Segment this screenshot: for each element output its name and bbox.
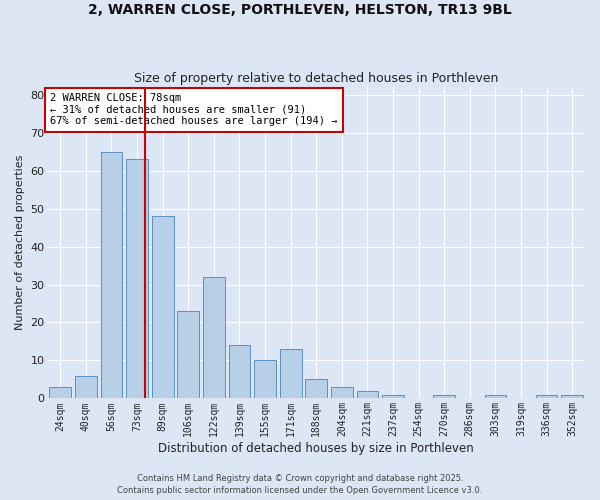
- Bar: [178, 311, 199, 398]
- Title: Size of property relative to detached houses in Porthleven: Size of property relative to detached ho…: [134, 72, 499, 85]
- Bar: [356, 391, 379, 398]
- Bar: [433, 394, 455, 398]
- Bar: [382, 394, 404, 398]
- Bar: [75, 376, 97, 398]
- Bar: [203, 277, 225, 398]
- X-axis label: Distribution of detached houses by size in Porthleven: Distribution of detached houses by size …: [158, 442, 474, 455]
- Bar: [101, 152, 122, 398]
- Bar: [229, 346, 250, 399]
- Bar: [254, 360, 276, 399]
- Bar: [331, 387, 353, 398]
- Bar: [305, 380, 327, 398]
- Bar: [562, 394, 583, 398]
- Bar: [152, 216, 173, 398]
- Y-axis label: Number of detached properties: Number of detached properties: [15, 155, 25, 330]
- Text: 2, WARREN CLOSE, PORTHLEVEN, HELSTON, TR13 9BL: 2, WARREN CLOSE, PORTHLEVEN, HELSTON, TR…: [88, 2, 512, 16]
- Bar: [536, 394, 557, 398]
- Bar: [126, 159, 148, 398]
- Text: 2 WARREN CLOSE: 78sqm
← 31% of detached houses are smaller (91)
67% of semi-deta: 2 WARREN CLOSE: 78sqm ← 31% of detached …: [50, 94, 338, 126]
- Bar: [280, 349, 302, 399]
- Text: Contains HM Land Registry data © Crown copyright and database right 2025.
Contai: Contains HM Land Registry data © Crown c…: [118, 474, 482, 495]
- Bar: [485, 394, 506, 398]
- Bar: [49, 387, 71, 398]
